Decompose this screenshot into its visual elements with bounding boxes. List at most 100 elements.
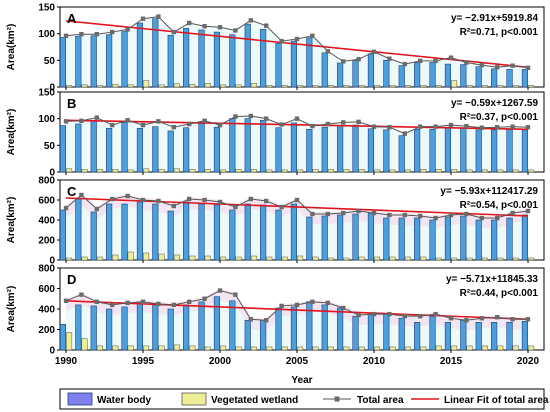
total-area-marker (79, 32, 84, 37)
total-area-marker (94, 299, 99, 305)
water-bar (59, 324, 66, 351)
veg-bar (420, 256, 427, 261)
total-area-marker (510, 317, 515, 322)
water-bar (475, 66, 482, 88)
regression-equation: y= −2.91x+5919.84 (451, 13, 538, 24)
total-area-marker (387, 311, 392, 317)
veg-bar (220, 84, 227, 88)
water-bar (213, 126, 221, 173)
veg-bar (173, 344, 180, 351)
total-area-marker (233, 204, 238, 210)
legend-swatch-water-body (67, 392, 93, 406)
water-bar (383, 129, 390, 173)
veg-bar (81, 169, 88, 173)
total-area-marker (310, 33, 315, 38)
veg-bar (389, 85, 396, 88)
y-tick-label: 800 (38, 264, 55, 275)
water-bar (460, 319, 467, 351)
total-area-marker (94, 115, 99, 120)
regression-stats: R²=0.44, p<0.001 (460, 288, 539, 299)
veg-bar (281, 85, 288, 88)
water-bar (337, 214, 344, 261)
panel-letter: A (67, 11, 77, 26)
y-tick-label: 800 (38, 176, 55, 187)
veg-bar (404, 256, 411, 261)
water-bar (321, 215, 328, 261)
water-bar (352, 315, 359, 351)
total-area-marker (418, 58, 423, 64)
water-bar (460, 64, 467, 88)
total-area-marker (448, 212, 454, 218)
water-bar (167, 130, 174, 173)
total-area-marker (279, 303, 284, 309)
veg-bar (451, 345, 458, 351)
veg-bar (235, 256, 242, 261)
water-bar (352, 124, 359, 173)
y-axis-title: Area(km²) (6, 24, 17, 71)
total-area-marker (248, 196, 253, 202)
veg-bar (96, 85, 103, 88)
total-area-marker (310, 299, 315, 305)
y-tick-label: 400 (38, 216, 55, 227)
total-area-marker (110, 122, 115, 128)
total-area-marker (356, 312, 361, 318)
veg-bar (250, 255, 257, 261)
water-bar (290, 203, 298, 261)
veg-bar (297, 85, 304, 88)
veg-bar (266, 85, 273, 88)
veg-bar (389, 256, 396, 261)
total-area-marker (433, 311, 438, 317)
total-area-marker (63, 205, 69, 211)
veg-bar (404, 85, 411, 88)
veg-bar (497, 85, 504, 88)
veg-bar (281, 256, 288, 261)
water-bar (229, 300, 236, 351)
water-bar (460, 127, 467, 173)
total-area-marker (510, 63, 515, 68)
water-bar (444, 216, 452, 261)
panel-a: 0 50 100 150 Area(km²) A y= −2.91x+5919.84 R²=0… (6, 3, 545, 94)
y-axis-title: Area(km²) (6, 286, 17, 333)
total-area-marker (264, 198, 269, 204)
water-bar (152, 203, 159, 261)
veg-bar (250, 169, 257, 173)
veg-bar (112, 169, 119, 173)
veg-bar (451, 169, 458, 173)
total-area-marker (202, 197, 207, 203)
total-area-marker (140, 299, 146, 305)
total-area-marker (63, 33, 69, 38)
veg-bar (127, 84, 134, 88)
total-area-marker (418, 313, 423, 319)
water-bar (106, 34, 113, 88)
veg-bar (466, 169, 473, 173)
total-area-marker (310, 211, 315, 217)
veg-bar (528, 85, 535, 88)
water-bar (183, 28, 190, 88)
water-bar (444, 63, 452, 88)
water-bar (183, 201, 190, 261)
veg-bar (127, 251, 134, 261)
total-area-marker (171, 203, 176, 209)
water-bar (321, 304, 328, 351)
total-area-marker (418, 213, 423, 219)
veg-bar (512, 345, 519, 351)
total-area-marker (217, 25, 223, 30)
veg-bar (343, 169, 350, 173)
water-bar (275, 307, 282, 351)
y-tick-label: 50 (44, 141, 56, 152)
total-area-marker (79, 292, 84, 297)
water-bar (90, 119, 97, 173)
water-bar (260, 29, 267, 88)
water-bar (167, 308, 174, 351)
total-area-marker (371, 124, 377, 129)
veg-bar (235, 169, 242, 173)
veg-bar (173, 83, 180, 88)
veg-bar (81, 338, 88, 351)
water-bar (367, 212, 375, 261)
total-area-marker (433, 215, 438, 221)
veg-bar (81, 84, 88, 88)
water-bar (398, 217, 405, 261)
y-tick-label: 100 (38, 29, 55, 40)
veg-bar (481, 169, 488, 173)
